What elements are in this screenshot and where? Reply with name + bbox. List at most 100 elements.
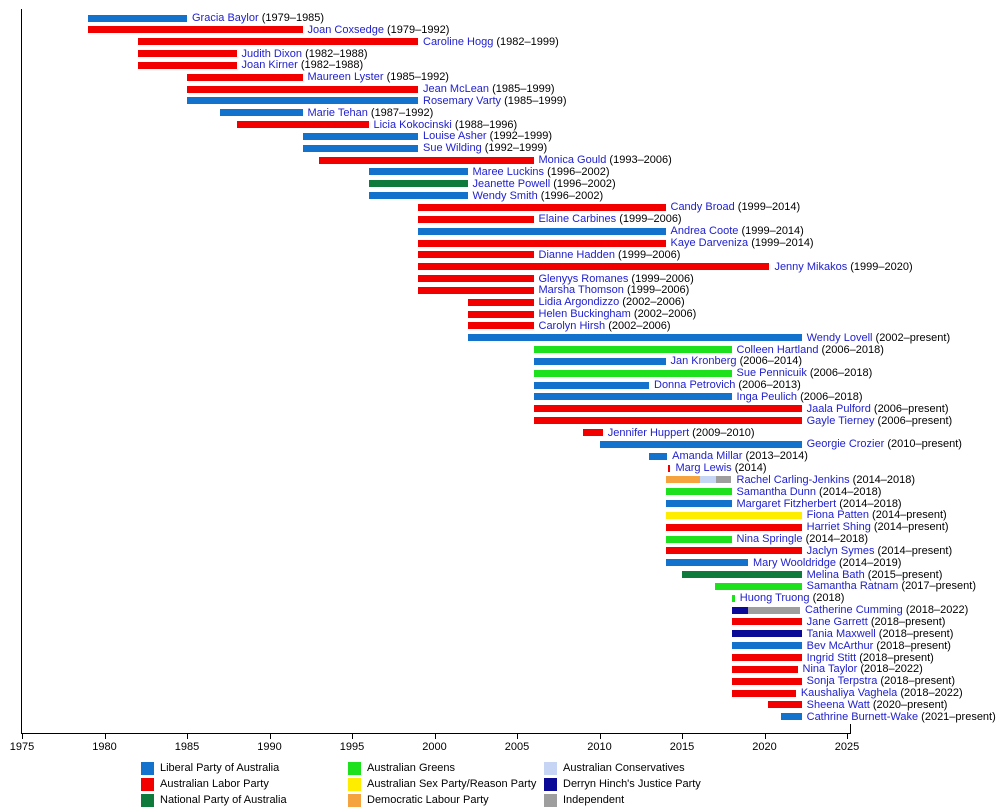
- term-bar-labor: [665, 547, 802, 555]
- member-name-link[interactable]: Jan Kronberg: [670, 355, 737, 368]
- member-name-link[interactable]: Jeanette Powell: [472, 177, 551, 190]
- member-years: (2014–2018): [849, 473, 916, 486]
- member-name-link[interactable]: Sue Pennicuik: [736, 367, 807, 380]
- member-name-link[interactable]: Marsha Thomson: [538, 284, 624, 297]
- member-name-link[interactable]: Kaushaliya Vaghela: [800, 687, 898, 700]
- member-years: (2014–present): [870, 521, 949, 534]
- term-bar-liberal: [649, 452, 668, 460]
- member-name-link[interactable]: Helen Buckingham: [538, 308, 631, 321]
- term-bar-liberal: [533, 357, 666, 365]
- member-name-link[interactable]: Ingrid Stitt: [806, 651, 857, 664]
- member-name-link[interactable]: Judith Dixon: [241, 47, 303, 60]
- member-name-link[interactable]: Maureen Lyster: [307, 71, 384, 84]
- member-name-link[interactable]: Louise Asher: [423, 130, 487, 143]
- member-years: (1996–2002): [537, 189, 604, 202]
- member-years: (2018–present): [873, 639, 951, 652]
- member-name-link[interactable]: Donna Petrovich: [654, 379, 736, 392]
- member-name-link[interactable]: Inga Peulich: [736, 390, 798, 403]
- member-years: (1999–2014): [748, 237, 814, 250]
- member-name-link[interactable]: Candy Broad: [670, 201, 735, 214]
- member-name-link[interactable]: Nina Taylor: [802, 663, 858, 676]
- member-years: (1985–1999): [501, 94, 567, 107]
- member-name-link[interactable]: Georgie Crozier: [806, 438, 885, 451]
- member-years: (1988–1996): [451, 118, 518, 131]
- member-name-link[interactable]: Jennifer Huppert: [607, 426, 690, 439]
- member-name-link[interactable]: Jaala Pulford: [806, 402, 871, 415]
- term-bar-independent: [715, 476, 732, 484]
- term-bar-labor: [236, 121, 369, 129]
- member-name-link[interactable]: Cathrine Burnett-Wake: [806, 710, 919, 723]
- member-name-link[interactable]: Sonja Terpstra: [806, 675, 878, 688]
- member-name-link[interactable]: Nina Springle: [736, 533, 803, 546]
- member-label: Dianne Hadden (1999–2006): [539, 249, 681, 261]
- member-label: Glenyys Romanes (1999–2006): [539, 273, 694, 285]
- member-name-link[interactable]: Lidia Argondizzo: [538, 296, 620, 309]
- member-name-link[interactable]: Jenny Mikakos: [774, 260, 848, 273]
- member-name-link[interactable]: Samantha Ratnam: [806, 580, 899, 593]
- member-years: (1999–2014): [738, 225, 804, 238]
- member-label: Marsha Thomson (1999–2006): [539, 284, 690, 296]
- member-name-link[interactable]: Rachel Carling-Jenkins: [736, 473, 850, 486]
- term-bar-labor: [731, 618, 802, 626]
- member-name-link[interactable]: Elaine Carbines: [538, 213, 617, 226]
- member-name-link[interactable]: Kaye Darveniza: [670, 237, 749, 250]
- member-name-link[interactable]: Marie Tehan: [307, 106, 368, 119]
- member-label: Jenny Mikakos (1999–2020): [774, 261, 912, 273]
- member-name-link[interactable]: Huong Truong: [739, 592, 810, 605]
- axis-tick: [764, 734, 766, 739]
- member-name-link[interactable]: Mary Wooldridge: [753, 556, 836, 569]
- axis-tick-label: 1995: [339, 741, 365, 753]
- member-name-link[interactable]: Licia Kokocinski: [373, 118, 452, 131]
- member-name-link[interactable]: Harriet Shing: [806, 521, 871, 534]
- member-name-link[interactable]: Jaclyn Symes: [806, 544, 875, 557]
- member-label: Helen Buckingham (2002–2006): [539, 308, 697, 320]
- member-name-link[interactable]: Catherine Cumming: [804, 604, 903, 617]
- member-label: Georgie Crozier (2010–present): [807, 438, 962, 450]
- member-years: (1992–1999): [486, 130, 553, 143]
- member-years: (1999–2006): [616, 213, 682, 226]
- axis-tick: [269, 734, 271, 739]
- member-name-link[interactable]: Gracia Baylor: [192, 12, 259, 24]
- member-name-link[interactable]: Dianne Hadden: [538, 248, 615, 261]
- member-name-link[interactable]: Bev McArthur: [806, 639, 874, 652]
- member-name-link[interactable]: Wendy Lovell: [806, 331, 873, 344]
- term-bar-labor: [767, 701, 802, 709]
- member-name-link[interactable]: Jane Garrett: [806, 615, 868, 628]
- member-years: (2018–present): [877, 675, 956, 688]
- axis-tick-label: 1980: [92, 741, 117, 753]
- member-label: Marg Lewis (2014): [675, 462, 766, 474]
- term-bar-labor: [319, 156, 534, 164]
- member-name-link[interactable]: Margaret Fitzherbert: [736, 497, 837, 510]
- member-name-link[interactable]: Fiona Patten: [806, 509, 869, 522]
- member-label: Louise Asher (1992–1999): [423, 130, 552, 142]
- member-name-link[interactable]: Monica Gould: [538, 154, 607, 167]
- member-name-link[interactable]: Jean McLean: [423, 83, 490, 96]
- member-name-link[interactable]: Marg Lewis: [675, 462, 732, 475]
- axis-tick: [187, 734, 188, 739]
- member-name-link[interactable]: Tania Maxwell: [806, 627, 876, 640]
- member-name-link[interactable]: Sue Wilding: [423, 142, 482, 155]
- member-name-link[interactable]: Gayle Tierney: [806, 414, 875, 427]
- axis-tick: [22, 734, 23, 739]
- member-name-link[interactable]: Wendy Smith: [472, 189, 538, 202]
- member-years: (1999–2020): [847, 260, 913, 273]
- member-years: (2015–present): [864, 568, 943, 581]
- legend-label-greens: Australian Greens: [367, 762, 456, 774]
- member-name-link[interactable]: Carolyn Hirsh: [538, 319, 606, 332]
- member-name-link[interactable]: Samantha Dunn: [736, 485, 817, 498]
- member-name-link[interactable]: Amanda Millar: [672, 450, 743, 463]
- member-name-link[interactable]: Rosemary Varty: [423, 94, 502, 107]
- member-name-link[interactable]: Andrea Coote: [670, 225, 739, 238]
- member-name-link[interactable]: Glenyys Romanes: [538, 272, 629, 285]
- legend-swatch-dlp: [348, 794, 361, 807]
- member-name-link[interactable]: Colleen Hartland: [736, 343, 819, 356]
- member-label: Margaret Fitzherbert (2014–2018): [737, 498, 902, 510]
- member-name-link[interactable]: Sheena Watt: [806, 698, 870, 711]
- member-name-link[interactable]: Joan Coxsedge: [307, 23, 384, 36]
- term-bar-liberal: [368, 192, 468, 200]
- member-name-link[interactable]: Caroline Hogg: [423, 35, 494, 48]
- legend-label-independent: Independent: [563, 794, 625, 806]
- member-name-link[interactable]: Maree Luckins: [472, 165, 545, 178]
- member-name-link[interactable]: Melina Bath: [806, 568, 865, 581]
- member-name-link[interactable]: Joan Kirner: [241, 59, 298, 72]
